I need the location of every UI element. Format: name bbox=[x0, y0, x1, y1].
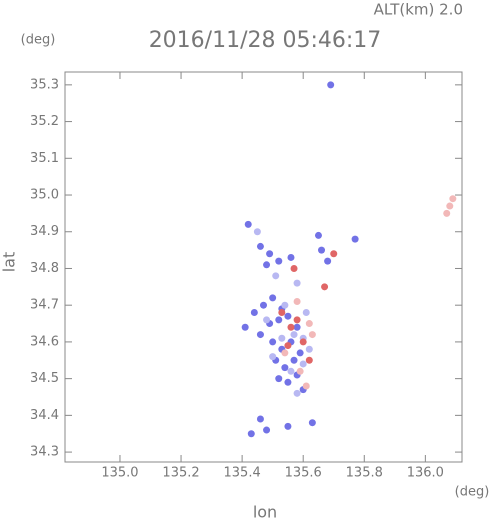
echo-point bbox=[293, 279, 301, 287]
echo-point bbox=[250, 309, 258, 317]
echo-point bbox=[443, 209, 451, 217]
echo-point bbox=[278, 334, 286, 342]
y-tick-label: 34.9 bbox=[30, 224, 59, 239]
echo-point bbox=[256, 242, 264, 250]
echo-point bbox=[302, 309, 310, 317]
echo-point bbox=[318, 246, 326, 254]
echo-point bbox=[253, 228, 261, 236]
echo-point bbox=[284, 342, 292, 350]
x-tick-label: 135.6 bbox=[285, 466, 322, 481]
echo-point bbox=[321, 283, 329, 291]
echo-point bbox=[260, 301, 267, 309]
x-tick-label: 135.4 bbox=[224, 466, 261, 481]
echo-point bbox=[327, 81, 335, 89]
x-unit: (deg) bbox=[455, 485, 490, 500]
echo-point bbox=[299, 360, 307, 368]
echo-point bbox=[296, 367, 304, 375]
plot-frame bbox=[64, 71, 463, 463]
y-tick-label: 34.6 bbox=[30, 334, 59, 349]
echo-point bbox=[269, 294, 277, 302]
y-tick-label: 35.1 bbox=[30, 151, 59, 166]
echo-point bbox=[241, 323, 249, 331]
echo-point bbox=[266, 250, 274, 258]
echo-point bbox=[290, 264, 298, 272]
y-tick-label: 34.5 bbox=[30, 371, 59, 386]
echo-point bbox=[314, 231, 322, 239]
y-tick-label: 35.3 bbox=[30, 77, 59, 92]
echo-point bbox=[281, 349, 289, 357]
echo-point bbox=[293, 316, 301, 324]
y-tick-label: 35.2 bbox=[30, 114, 59, 129]
echo-point bbox=[284, 422, 292, 430]
echo-point bbox=[449, 195, 457, 203]
echo-point bbox=[263, 426, 271, 434]
echo-point bbox=[287, 367, 295, 375]
echo-point bbox=[308, 419, 316, 427]
echo-point bbox=[272, 272, 280, 280]
echo-point bbox=[284, 378, 292, 386]
echo-point bbox=[281, 301, 289, 309]
altitude-label: ALT(km) 2.0 bbox=[374, 1, 463, 19]
y-unit: (deg) bbox=[21, 33, 56, 48]
echo-point bbox=[269, 353, 277, 361]
echo-point bbox=[302, 382, 310, 390]
x-axis-label: lon bbox=[253, 503, 277, 521]
echo-point bbox=[290, 356, 298, 364]
echo-point bbox=[256, 331, 264, 339]
chart-title: 2016/11/28 05:46:17 bbox=[149, 28, 382, 53]
echo-point bbox=[287, 253, 295, 261]
y-tick-label: 34.8 bbox=[30, 261, 59, 276]
echo-point bbox=[308, 331, 316, 339]
echo-point bbox=[293, 298, 301, 306]
echo-point bbox=[446, 202, 454, 210]
echo-point bbox=[281, 364, 289, 372]
echo-point bbox=[293, 323, 301, 331]
y-tick-label: 34.4 bbox=[30, 408, 59, 423]
echo-point bbox=[305, 345, 313, 353]
echo-point bbox=[275, 316, 283, 324]
echo-point bbox=[290, 331, 298, 339]
echo-point bbox=[324, 257, 332, 265]
echo-point bbox=[244, 220, 252, 228]
y-tick-label: 34.3 bbox=[30, 445, 59, 460]
echo-point bbox=[284, 312, 292, 320]
y-tick-label: 35.0 bbox=[30, 188, 59, 203]
x-tick-label: 135.8 bbox=[346, 466, 383, 481]
echo-point bbox=[351, 235, 359, 243]
y-axis-label: lat bbox=[0, 252, 19, 273]
echo-point bbox=[330, 250, 338, 258]
x-tick-label: 135.2 bbox=[162, 466, 199, 481]
echo-point bbox=[275, 257, 283, 265]
echo-point bbox=[305, 320, 313, 328]
echo-point bbox=[269, 338, 277, 346]
echo-point bbox=[256, 415, 264, 423]
echo-point bbox=[247, 430, 255, 438]
x-tick-label: 136.0 bbox=[407, 466, 444, 481]
echo-point bbox=[278, 309, 286, 317]
echo-point bbox=[305, 356, 313, 364]
x-tick-label: 135.0 bbox=[101, 466, 138, 481]
echo-point bbox=[299, 338, 307, 346]
echo-point bbox=[263, 316, 271, 324]
echo-point bbox=[296, 349, 304, 357]
y-tick-label: 34.7 bbox=[30, 298, 59, 313]
echo-point bbox=[275, 375, 283, 383]
echo-point bbox=[263, 261, 271, 269]
echo-point bbox=[293, 389, 301, 397]
echo-point bbox=[287, 323, 295, 331]
